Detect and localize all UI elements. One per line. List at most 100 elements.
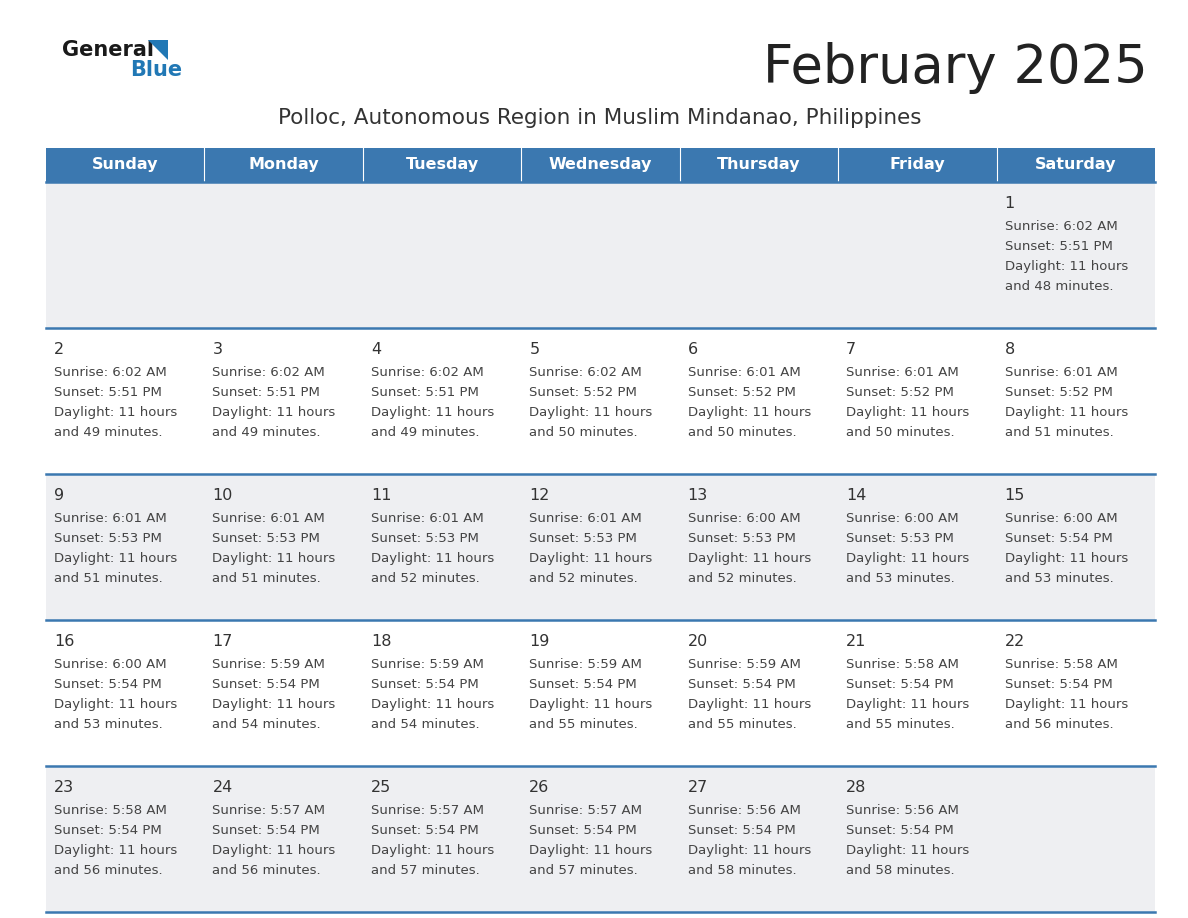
Bar [522, 148, 680, 182]
Text: General: General [62, 40, 154, 60]
Text: and 58 minutes.: and 58 minutes. [688, 864, 796, 877]
Text: 1: 1 [1005, 196, 1015, 211]
Text: Daylight: 11 hours: Daylight: 11 hours [530, 406, 652, 419]
Text: Sunset: 5:54 PM: Sunset: 5:54 PM [1005, 678, 1112, 691]
Text: Sunrise: 5:56 AM: Sunrise: 5:56 AM [688, 804, 801, 817]
Text: and 56 minutes.: and 56 minutes. [1005, 718, 1113, 731]
Text: Sunrise: 5:57 AM: Sunrise: 5:57 AM [213, 804, 326, 817]
Text: Sunset: 5:54 PM: Sunset: 5:54 PM [213, 824, 321, 837]
Text: Sunset: 5:54 PM: Sunset: 5:54 PM [53, 678, 162, 691]
Text: Sunset: 5:54 PM: Sunset: 5:54 PM [1005, 532, 1112, 545]
Text: Sunset: 5:54 PM: Sunset: 5:54 PM [213, 678, 321, 691]
Text: February 2025: February 2025 [763, 42, 1148, 94]
Text: Blue: Blue [129, 60, 182, 80]
Text: and 55 minutes.: and 55 minutes. [530, 718, 638, 731]
Text: Sunset: 5:54 PM: Sunset: 5:54 PM [846, 678, 954, 691]
Text: Sunrise: 5:59 AM: Sunrise: 5:59 AM [213, 658, 326, 671]
Text: Daylight: 11 hours: Daylight: 11 hours [1005, 406, 1127, 419]
Text: 14: 14 [846, 488, 866, 503]
Bar [997, 148, 1155, 182]
Text: 23: 23 [53, 780, 74, 795]
Text: Saturday: Saturday [1035, 158, 1117, 173]
Text: Sunrise: 6:02 AM: Sunrise: 6:02 AM [53, 366, 166, 379]
Text: and 51 minutes.: and 51 minutes. [1005, 426, 1113, 439]
Text: and 54 minutes.: and 54 minutes. [371, 718, 480, 731]
Text: Sunrise: 6:01 AM: Sunrise: 6:01 AM [371, 512, 484, 525]
Text: Sunset: 5:51 PM: Sunset: 5:51 PM [213, 386, 321, 399]
Text: 19: 19 [530, 634, 550, 649]
Text: 27: 27 [688, 780, 708, 795]
Text: Sunrise: 6:01 AM: Sunrise: 6:01 AM [213, 512, 326, 525]
Text: and 49 minutes.: and 49 minutes. [213, 426, 321, 439]
Bar [204, 148, 362, 182]
Text: and 49 minutes.: and 49 minutes. [53, 426, 163, 439]
Text: Sunrise: 6:01 AM: Sunrise: 6:01 AM [53, 512, 166, 525]
Text: Sunrise: 5:58 AM: Sunrise: 5:58 AM [846, 658, 959, 671]
Text: Sunrise: 6:01 AM: Sunrise: 6:01 AM [688, 366, 801, 379]
Text: and 56 minutes.: and 56 minutes. [213, 864, 321, 877]
Text: Daylight: 11 hours: Daylight: 11 hours [846, 406, 969, 419]
Text: 16: 16 [53, 634, 75, 649]
Text: Sunday: Sunday [91, 158, 158, 173]
Text: Daylight: 11 hours: Daylight: 11 hours [213, 698, 336, 711]
Bar [680, 148, 839, 182]
Text: Daylight: 11 hours: Daylight: 11 hours [688, 698, 811, 711]
Text: Sunrise: 6:01 AM: Sunrise: 6:01 AM [530, 512, 642, 525]
Text: Daylight: 11 hours: Daylight: 11 hours [371, 698, 494, 711]
Text: Sunrise: 6:01 AM: Sunrise: 6:01 AM [846, 366, 959, 379]
Text: Sunrise: 5:57 AM: Sunrise: 5:57 AM [530, 804, 643, 817]
Text: Sunset: 5:52 PM: Sunset: 5:52 PM [530, 386, 637, 399]
Text: Sunrise: 6:02 AM: Sunrise: 6:02 AM [213, 366, 326, 379]
Text: Sunset: 5:54 PM: Sunset: 5:54 PM [371, 678, 479, 691]
Text: and 51 minutes.: and 51 minutes. [213, 572, 321, 585]
Text: 2: 2 [53, 342, 64, 357]
Bar [46, 182, 1155, 328]
Text: Wednesday: Wednesday [549, 158, 652, 173]
Text: Sunset: 5:51 PM: Sunset: 5:51 PM [53, 386, 162, 399]
Text: Sunset: 5:51 PM: Sunset: 5:51 PM [1005, 240, 1112, 253]
Text: 3: 3 [213, 342, 222, 357]
Text: Sunrise: 5:59 AM: Sunrise: 5:59 AM [530, 658, 643, 671]
Text: Friday: Friday [890, 158, 946, 173]
Text: Sunrise: 5:57 AM: Sunrise: 5:57 AM [371, 804, 484, 817]
Text: 25: 25 [371, 780, 391, 795]
Text: Sunrise: 6:02 AM: Sunrise: 6:02 AM [371, 366, 484, 379]
Text: Sunset: 5:53 PM: Sunset: 5:53 PM [371, 532, 479, 545]
Text: and 48 minutes.: and 48 minutes. [1005, 280, 1113, 293]
Text: Sunrise: 6:02 AM: Sunrise: 6:02 AM [1005, 220, 1118, 233]
Text: Sunset: 5:54 PM: Sunset: 5:54 PM [530, 824, 637, 837]
Text: Sunset: 5:54 PM: Sunset: 5:54 PM [371, 824, 479, 837]
Text: Sunrise: 6:00 AM: Sunrise: 6:00 AM [1005, 512, 1117, 525]
Text: Daylight: 11 hours: Daylight: 11 hours [688, 406, 811, 419]
Text: and 51 minutes.: and 51 minutes. [53, 572, 163, 585]
Text: 24: 24 [213, 780, 233, 795]
Text: Daylight: 11 hours: Daylight: 11 hours [688, 552, 811, 565]
Text: and 56 minutes.: and 56 minutes. [53, 864, 163, 877]
Text: 15: 15 [1005, 488, 1025, 503]
Text: Sunset: 5:54 PM: Sunset: 5:54 PM [530, 678, 637, 691]
Text: 7: 7 [846, 342, 857, 357]
Text: and 57 minutes.: and 57 minutes. [371, 864, 480, 877]
Text: Daylight: 11 hours: Daylight: 11 hours [53, 406, 177, 419]
Text: Monday: Monday [248, 158, 318, 173]
Text: 6: 6 [688, 342, 697, 357]
Text: and 57 minutes.: and 57 minutes. [530, 864, 638, 877]
Text: 18: 18 [371, 634, 391, 649]
Text: Sunset: 5:51 PM: Sunset: 5:51 PM [371, 386, 479, 399]
Text: Tuesday: Tuesday [405, 158, 479, 173]
Text: Daylight: 11 hours: Daylight: 11 hours [371, 844, 494, 857]
Text: and 58 minutes.: and 58 minutes. [846, 864, 955, 877]
Text: 10: 10 [213, 488, 233, 503]
Text: Sunset: 5:54 PM: Sunset: 5:54 PM [53, 824, 162, 837]
Text: Sunset: 5:52 PM: Sunset: 5:52 PM [846, 386, 954, 399]
Text: and 55 minutes.: and 55 minutes. [846, 718, 955, 731]
Text: Sunrise: 6:02 AM: Sunrise: 6:02 AM [530, 366, 642, 379]
Text: and 54 minutes.: and 54 minutes. [213, 718, 321, 731]
Text: and 50 minutes.: and 50 minutes. [688, 426, 796, 439]
Text: Daylight: 11 hours: Daylight: 11 hours [1005, 698, 1127, 711]
Text: Sunrise: 6:00 AM: Sunrise: 6:00 AM [53, 658, 166, 671]
Bar [46, 474, 1155, 620]
Text: 22: 22 [1005, 634, 1025, 649]
Text: Sunset: 5:53 PM: Sunset: 5:53 PM [688, 532, 796, 545]
Text: 4: 4 [371, 342, 381, 357]
